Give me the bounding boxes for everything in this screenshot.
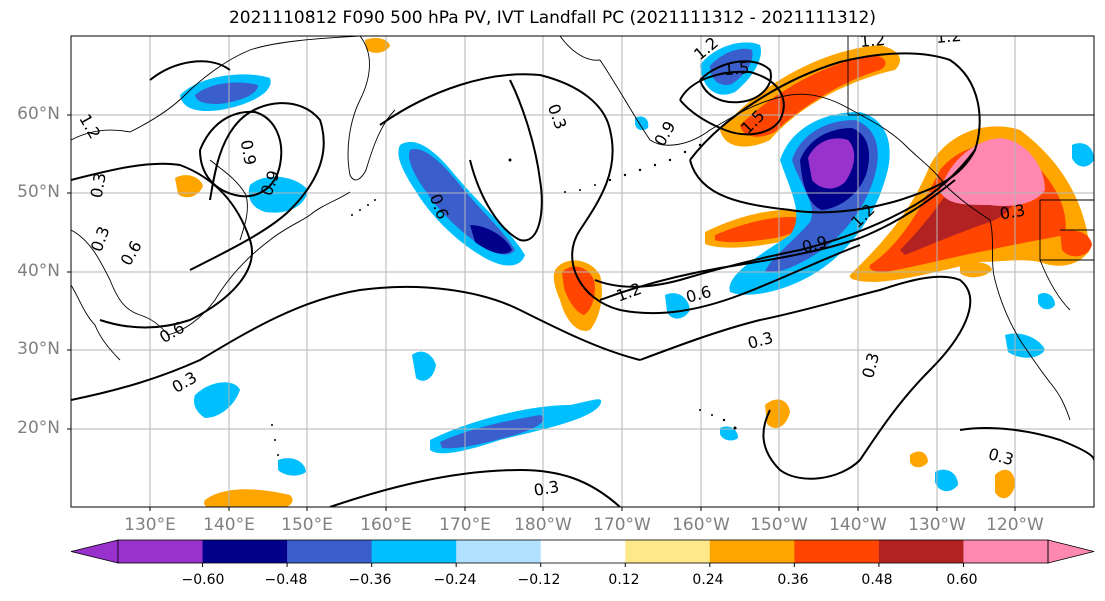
colorbar-tick-label: 0.60 — [946, 572, 978, 588]
lon-label-150e: 150°E — [281, 515, 333, 535]
lat-label-60n: 60°N — [17, 104, 60, 124]
negative-patch-8 — [1072, 143, 1094, 167]
contour-1.2-east — [594, 149, 976, 288]
colorbar-tick-label: 0.48 — [861, 572, 893, 588]
contour-label: 1.2 — [859, 30, 886, 51]
positive-anomaly-170w-core — [562, 266, 595, 315]
lon-label-130e: 130°E — [124, 515, 176, 535]
positive-patch-7 — [365, 38, 390, 53]
lon-label-170w: 170°W — [593, 515, 651, 535]
negative-anomaly-siberia-core — [195, 82, 258, 104]
lat-label-30n: 30°N — [17, 339, 60, 359]
contour-label: 0.3 — [532, 477, 560, 500]
lon-label-120w: 120°W — [986, 515, 1044, 535]
negative-anomaly-bering-core — [710, 48, 753, 86]
lon-label-140w: 140°W — [829, 515, 887, 535]
lon-label-180w: 180°W — [514, 515, 572, 535]
axis-ticks — [67, 114, 1016, 511]
colorbar-segment — [371, 540, 457, 563]
negative-patch-5 — [1038, 293, 1055, 310]
contour-label: 1.5 — [723, 58, 750, 79]
colorbar-segment — [540, 540, 626, 563]
lon-label-170e: 170°E — [439, 515, 491, 535]
colorbar-segment — [709, 540, 795, 563]
lon-label-140e: 140°E — [203, 515, 255, 535]
colorbar-tick-label: −0.60 — [181, 572, 225, 588]
contour-1.2 — [469, 79, 543, 242]
island-chains — [271, 143, 737, 456]
negative-anomaly-kamchatka-core — [408, 149, 515, 255]
colorbar-segment — [202, 540, 288, 563]
positive-anomaly-band-core — [715, 216, 804, 243]
colorbar-tick-label: 0.24 — [692, 572, 724, 588]
contour-0.9 — [189, 102, 325, 271]
contour-0.3-lower — [71, 285, 641, 401]
negative-patch-7 — [278, 458, 306, 476]
pv-contours — [71, 52, 1094, 507]
contour-loop-north — [149, 60, 231, 81]
contour-label: 0.3 — [87, 171, 110, 199]
positive-patch-8 — [910, 451, 928, 468]
positive-patch-6 — [1060, 230, 1092, 257]
contour-0.3-hawaii — [959, 427, 1094, 461]
negative-patch-6 — [935, 469, 958, 492]
colorbar-tick-label: −0.24 — [433, 572, 477, 588]
lat-label-20n: 20°N — [17, 418, 60, 438]
lon-label-150w: 150°W — [750, 515, 808, 535]
negative-anomaly-kamchatka-min — [470, 225, 512, 254]
positive-patch-4 — [995, 469, 1015, 499]
negative-anomaly-japan-north — [248, 176, 308, 213]
colorbar-extend-right — [1047, 539, 1095, 564]
colorbar-segment — [118, 540, 204, 563]
colorbar-segment — [963, 540, 1049, 563]
pv-anomaly-shading — [175, 38, 1094, 507]
colorbar-segment — [878, 540, 964, 563]
colorbar-tick-label: −0.36 — [348, 572, 392, 588]
colorbar-segment — [456, 540, 542, 563]
negative-patch-10 — [635, 116, 649, 131]
contour-label: 1.2 — [935, 26, 962, 47]
contour-loop-east-asia — [199, 110, 283, 198]
colorbar-segment — [625, 540, 711, 563]
contour-1.2-north — [679, 70, 785, 136]
colorbar-segment — [794, 540, 880, 563]
negative-anomaly-subtropical-core — [440, 415, 544, 449]
negative-patch-2 — [412, 351, 436, 381]
colorbar-outline — [117, 539, 1049, 564]
colorbar-tick-label: 0.36 — [777, 572, 809, 588]
contour-label: 0.9 — [237, 138, 260, 166]
positive-patch-3 — [765, 399, 790, 428]
contour-0.6 — [71, 162, 253, 329]
colorbar-extend-left — [70, 539, 119, 564]
colorbar-tick-label: −0.12 — [517, 572, 561, 588]
contour-0.3-bottom — [329, 468, 621, 507]
contour-0.3-south — [639, 275, 972, 480]
lon-label-130w: 130°W — [908, 515, 966, 535]
lat-label-40n: 40°N — [17, 261, 60, 281]
contour-0.9-east — [599, 179, 956, 301]
lon-label-160w: 160°W — [672, 515, 730, 535]
contour-0.6-north — [379, 73, 861, 315]
colorbar-tick-label: −0.48 — [264, 572, 308, 588]
positive-anomaly-nw-america-pink — [940, 138, 1045, 207]
negative-patch-9 — [720, 426, 738, 441]
coastlines — [71, 36, 1094, 421]
lon-label-160e: 160°E — [360, 515, 412, 535]
positive-patch-2 — [175, 175, 203, 198]
contour-1.5 — [699, 60, 772, 104]
positive-patch-5 — [960, 262, 992, 278]
contour-outer-alaska — [689, 52, 981, 214]
positive-patch-1 — [204, 489, 293, 507]
negative-anomaly-gulf-alaska-min — [808, 138, 855, 189]
lat-label-50n: 50°N — [17, 182, 60, 202]
contour-label: 0.3 — [998, 200, 1026, 223]
map-title: 2021110812 F090 500 hPa PV, IVT Landfall… — [228, 8, 876, 28]
graticule — [71, 36, 1094, 507]
colorbar-tick-label: 0.12 — [608, 572, 640, 588]
colorbar-segment — [287, 540, 373, 563]
positive-anomaly-alaska-arc-core — [740, 55, 886, 137]
